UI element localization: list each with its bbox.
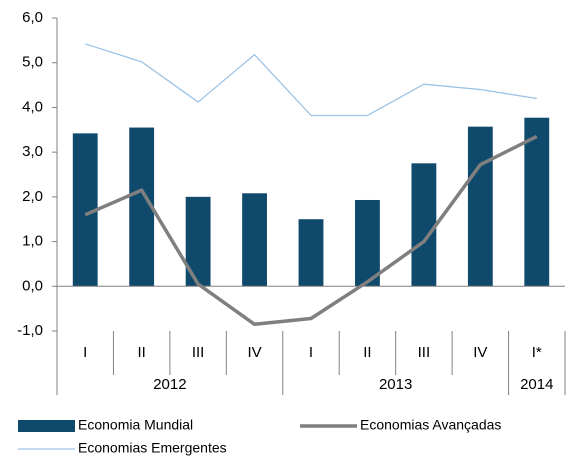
x-tick-label: III (418, 344, 431, 361)
bar (298, 219, 324, 287)
x-tick-label: III (192, 344, 205, 361)
y-tick-label: 4,0 (22, 98, 43, 115)
y-tick-label: 2,0 (22, 188, 43, 205)
x-tick-label: I (309, 344, 313, 361)
x-group-label: 2014 (520, 376, 553, 393)
bar (524, 117, 550, 287)
line (85, 43, 537, 117)
y-tick-label: 1,0 (22, 233, 43, 250)
bar (467, 126, 493, 287)
bar (242, 193, 267, 287)
x-tick-label: II (137, 344, 145, 361)
y-tick-label: 6,0 (22, 9, 43, 26)
y-tick-label: 3,0 (22, 143, 43, 160)
legend-label: Economias Emergentes (78, 440, 227, 456)
bar (355, 199, 380, 287)
x-group-label: 2013 (379, 376, 412, 393)
bar (411, 163, 437, 287)
legend-label: Economia Mundial (78, 417, 193, 433)
x-tick-label: I (83, 344, 87, 361)
y-tick-label: 5,0 (22, 54, 43, 71)
x-tick-label: IV (473, 344, 487, 361)
line (84, 134, 538, 327)
legend-swatch (18, 420, 75, 432)
x-tick-label: II (363, 344, 371, 361)
y-tick-label: 0,0 (22, 277, 43, 294)
x-group-label: 2012 (153, 376, 186, 393)
x-tick-label: I* (532, 344, 542, 361)
legend-label: Economias Avançadas (360, 417, 501, 433)
x-tick-label: IV (247, 344, 261, 361)
y-tick-label: -1,0 (17, 322, 43, 339)
